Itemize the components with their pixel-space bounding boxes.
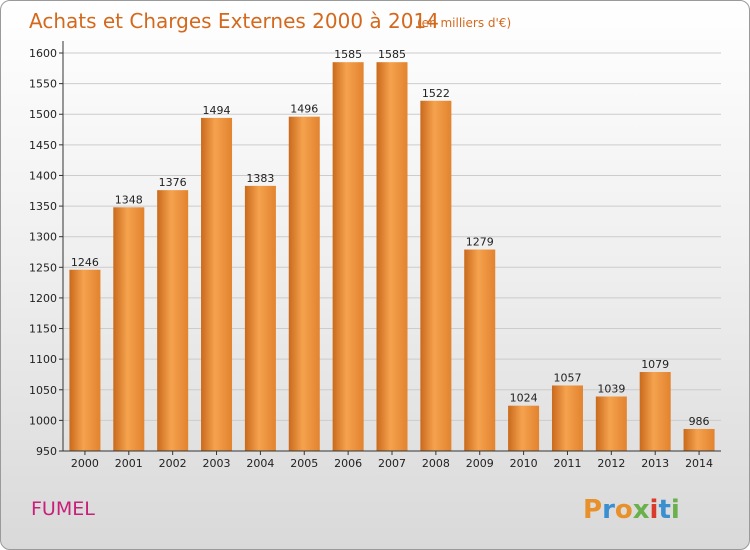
bar-2006 — [332, 62, 364, 451]
y-tick-label: 1600 — [29, 47, 57, 60]
town-name: FUMEL — [31, 498, 95, 520]
y-tick-label: 1550 — [29, 78, 57, 91]
bar-2002 — [157, 190, 189, 451]
x-tick-label: 2005 — [290, 457, 318, 470]
bar-2009 — [464, 249, 496, 451]
y-tick-label: 1350 — [29, 200, 57, 213]
data-label-2004: 1383 — [246, 172, 274, 185]
y-tick-label: 950 — [36, 445, 57, 458]
data-label-2003: 1494 — [203, 104, 231, 117]
data-label-2013: 1079 — [641, 358, 669, 371]
data-label-2008: 1522 — [422, 87, 450, 100]
data-label-2006: 1585 — [334, 48, 362, 61]
logo-letter: P — [583, 495, 602, 525]
x-tick-label: 2010 — [510, 457, 538, 470]
x-tick-label: 2008 — [422, 457, 450, 470]
y-tick-label: 1200 — [29, 292, 57, 305]
y-tick-label: 1050 — [29, 384, 57, 397]
logo-letter: r — [602, 495, 615, 525]
data-label-2012: 1039 — [597, 383, 625, 396]
x-tick-label: 2003 — [203, 457, 231, 470]
y-tick-label: 1150 — [29, 323, 57, 336]
bars: 1246 1348 1376 1494 1383 1496 1585 1585 1522 1279… — [69, 48, 715, 452]
bar-2007 — [376, 62, 408, 451]
bar-2008 — [420, 100, 452, 451]
x-tick-label: 2012 — [597, 457, 625, 470]
y-tick-label: 1250 — [29, 261, 57, 274]
x-tick-label: 2004 — [246, 457, 274, 470]
proxiti-logo: Proxiti — [583, 495, 680, 525]
data-label-2000: 1246 — [71, 256, 99, 269]
bar-2010 — [508, 405, 540, 451]
x-tick-label: 2014 — [685, 457, 713, 470]
y-tick-label: 1000 — [29, 414, 57, 427]
y-tick-label: 1300 — [29, 231, 57, 244]
data-label-2005: 1496 — [290, 103, 318, 116]
bar-2013 — [639, 372, 671, 451]
y-tick-label: 1400 — [29, 169, 57, 182]
y-tick-label: 1500 — [29, 108, 57, 121]
bar-2014 — [683, 428, 715, 451]
y-tick-label: 1100 — [29, 353, 57, 366]
logo-letter: x — [633, 495, 650, 525]
x-tick-label: 2011 — [553, 457, 581, 470]
x-tick-label: 2000 — [71, 457, 99, 470]
data-label-2011: 1057 — [553, 371, 581, 384]
bar-2000 — [69, 269, 101, 451]
data-label-2007: 1585 — [378, 48, 406, 61]
y-axis-ticks: 950 1000 1050 1100 1150 1200 1250 1300 1350 1400 1… — [29, 47, 63, 458]
x-tick-label: 2002 — [159, 457, 187, 470]
x-tick-label: 2009 — [466, 457, 494, 470]
data-label-2009: 1279 — [466, 236, 494, 249]
data-label-2010: 1024 — [510, 392, 538, 405]
logo-letter: o — [615, 495, 633, 525]
x-axis-ticks: 2000 2001 2002 2003 2004 2005 2006 2007 2008 2009… — [71, 451, 713, 470]
data-label-2001: 1348 — [115, 193, 143, 206]
logo-letter: i — [671, 495, 680, 525]
logo-letter: i — [650, 495, 659, 525]
data-label-2002: 1376 — [159, 176, 187, 189]
x-tick-label: 2007 — [378, 457, 406, 470]
chart-title: Achats et Charges Externes 2000 à 2014 — [29, 9, 439, 33]
x-tick-label: 2013 — [641, 457, 669, 470]
bar-2001 — [113, 207, 145, 451]
bar-2003 — [201, 117, 233, 452]
bar-2005 — [288, 116, 320, 452]
bar-2004 — [244, 185, 276, 451]
logo-letter: t — [658, 495, 670, 525]
chart-subtitle: (en milliers d'€) — [417, 16, 511, 30]
y-tick-label: 1450 — [29, 139, 57, 152]
data-label-2014: 986 — [689, 415, 710, 428]
bar-2011 — [551, 385, 583, 451]
bar-2012 — [595, 396, 627, 451]
x-tick-label: 2006 — [334, 457, 362, 470]
x-tick-label: 2001 — [115, 457, 143, 470]
